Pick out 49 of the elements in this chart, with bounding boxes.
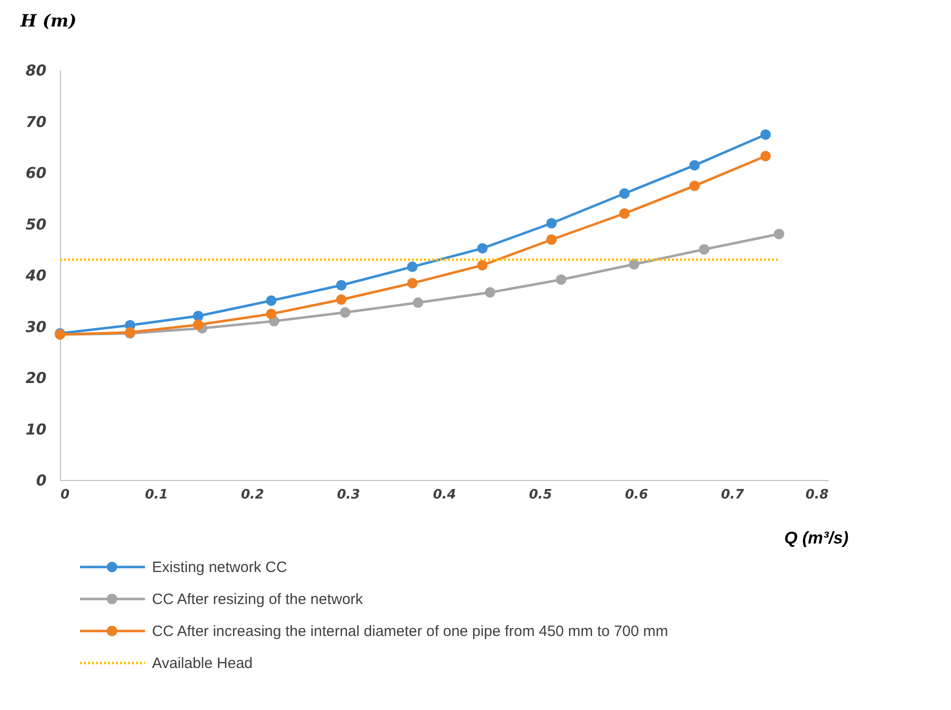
point bbox=[546, 234, 557, 245]
x-tick-label: 0.2 bbox=[240, 488, 264, 502]
point bbox=[412, 297, 424, 308]
x-tick-label: 0.7 bbox=[720, 488, 745, 502]
legend-label: Available Head bbox=[152, 655, 253, 672]
point bbox=[760, 150, 771, 162]
y-tick-label: 80 bbox=[26, 62, 46, 80]
y-tick-label: 30 bbox=[26, 318, 46, 336]
x-tick-label: 0.6 bbox=[624, 488, 648, 502]
point bbox=[760, 129, 771, 140]
y-tick-label: 0 bbox=[36, 472, 46, 490]
x-tick-label: 0.8 bbox=[805, 488, 828, 502]
point bbox=[628, 259, 640, 270]
x-tick-label: 0 bbox=[60, 488, 70, 502]
y-tick-label: 70 bbox=[26, 112, 46, 131]
point bbox=[192, 319, 204, 330]
point bbox=[266, 295, 276, 306]
point bbox=[484, 287, 496, 298]
point bbox=[340, 307, 350, 318]
point bbox=[689, 180, 700, 192]
legend-label: Existing network CC bbox=[152, 559, 288, 576]
point bbox=[407, 278, 418, 288]
y-axis-title: H (m) bbox=[20, 12, 77, 32]
y-tick-label: 50 bbox=[26, 215, 46, 234]
point bbox=[619, 188, 630, 199]
point bbox=[774, 228, 784, 240]
y-tick-label: 20 bbox=[26, 369, 46, 387]
legend-label: CC After resizing of the network bbox=[152, 591, 364, 608]
point bbox=[266, 308, 276, 320]
point bbox=[477, 260, 488, 270]
point bbox=[336, 294, 347, 305]
x-tick-label: 0.5 bbox=[528, 488, 552, 502]
point bbox=[192, 310, 204, 322]
x-axis-title: Q (m³/s) bbox=[784, 528, 849, 548]
y-tick-label: 60 bbox=[26, 164, 46, 182]
point bbox=[556, 274, 566, 285]
point bbox=[546, 218, 557, 228]
point bbox=[698, 244, 710, 255]
y-tick-label: 10 bbox=[26, 420, 46, 438]
legend-label: CC After increasing the internal diameter of one pipe from 450 mm to 700 mm bbox=[152, 623, 668, 640]
point bbox=[477, 243, 488, 254]
point bbox=[407, 262, 418, 272]
y-tick-label: 40 bbox=[24, 266, 46, 284]
point bbox=[336, 280, 347, 290]
x-tick-label: 0.4 bbox=[432, 488, 456, 502]
point bbox=[619, 208, 630, 219]
point bbox=[689, 160, 700, 171]
x-tick-label: 0.1 bbox=[144, 488, 168, 502]
x-tick-label: 0.3 bbox=[336, 488, 360, 502]
